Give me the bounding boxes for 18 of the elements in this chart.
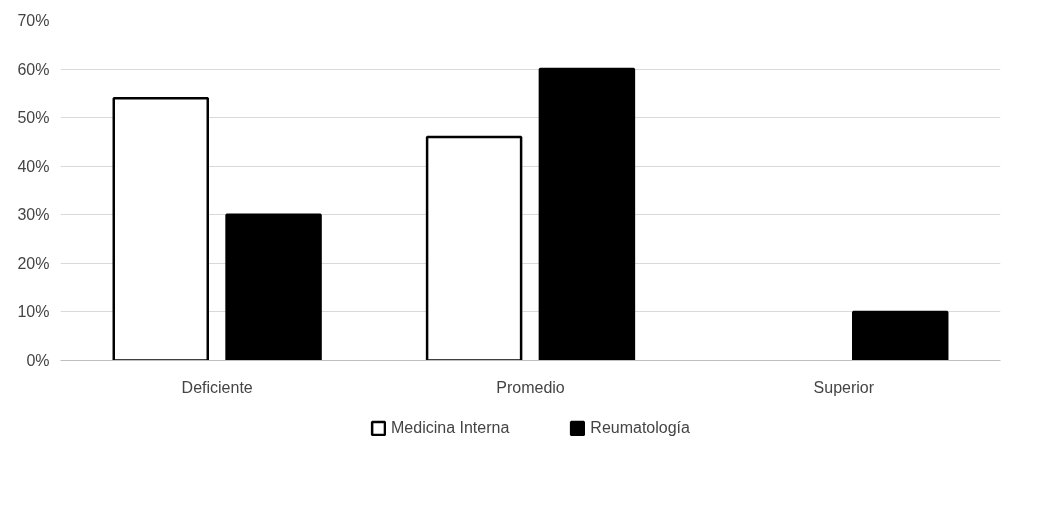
y-tick-label: 20%: [17, 254, 50, 272]
y-tick-label: 70%: [17, 12, 50, 29]
legend-label: Medicina Interna: [391, 419, 510, 437]
bar: [112, 96, 210, 361]
y-tick-label: 40%: [17, 157, 50, 175]
y-tick-label: 50%: [17, 109, 50, 127]
x-tick-label: Promedio: [496, 378, 565, 396]
y-tick-label: 30%: [17, 206, 50, 224]
x-tick-label: Deficiente: [181, 378, 253, 396]
bar: [851, 310, 949, 361]
legend-label: Reumatología: [590, 419, 690, 437]
x-tick-label: Superior: [813, 378, 875, 396]
y-tick-label: 60%: [17, 60, 50, 78]
bar: [225, 213, 322, 361]
y-tick-label: 10%: [17, 303, 50, 321]
bar: [425, 135, 523, 361]
y-tick-label: 0%: [26, 352, 50, 369]
bar: [538, 67, 636, 361]
